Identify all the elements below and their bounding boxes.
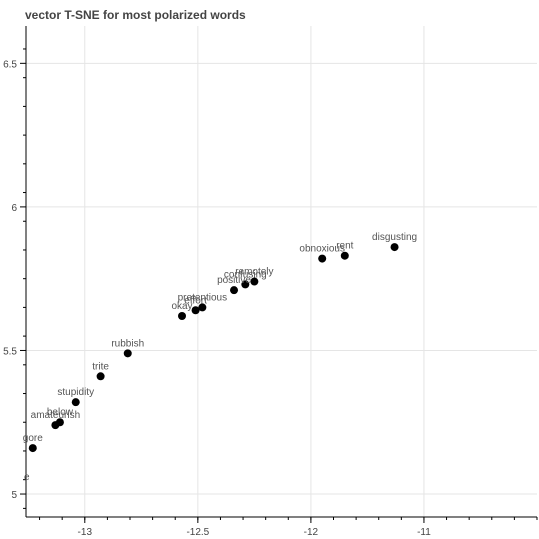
data-point	[230, 286, 239, 295]
point-label: positive	[217, 275, 251, 286]
point-label: rubbish	[111, 338, 144, 349]
grid	[26, 26, 537, 517]
point-label: stupidity	[57, 387, 94, 398]
point-label: pretentious	[178, 292, 227, 303]
data-point	[198, 303, 207, 312]
y-tick-label: 6	[11, 203, 17, 214]
data-point	[390, 243, 399, 252]
point-label: rent	[336, 241, 353, 252]
data-point	[241, 280, 250, 289]
data-point	[96, 372, 105, 381]
point-label: okay	[171, 301, 192, 312]
x-tick-label: -12.5	[186, 527, 209, 538]
point-label: remotely	[235, 267, 273, 278]
point-label: confusing	[224, 269, 267, 280]
y-tick-label: 6.5	[3, 59, 17, 70]
point-label: below	[47, 407, 74, 418]
point-label: e	[24, 472, 30, 483]
chart-title: vector T-SNE for most polarized words	[25, 8, 246, 22]
data-point	[123, 349, 132, 358]
tick-labels: -13 -12.5 -12 -11 5 5.5 6 6.5	[3, 59, 431, 538]
point-label: trite	[92, 361, 109, 372]
data-point	[318, 254, 327, 263]
data-point	[55, 418, 64, 427]
point-label: disgusting	[372, 232, 417, 243]
y-tick-label: 5	[11, 490, 17, 501]
x-tick-label: -13	[78, 527, 93, 538]
data-point	[250, 277, 259, 286]
y-tick-label: 5.5	[3, 346, 17, 357]
point-label: gore	[23, 433, 43, 444]
point-label: obnoxious	[299, 244, 345, 255]
data-point	[28, 444, 37, 453]
data-points	[28, 243, 399, 453]
x-tick-label: -12	[304, 527, 319, 538]
data-point	[340, 251, 349, 260]
data-point	[191, 306, 200, 315]
x-tick-label: -11	[417, 527, 431, 538]
data-point	[71, 398, 80, 407]
data-point	[178, 312, 187, 321]
axes	[20, 26, 538, 523]
point-label: effort	[184, 295, 207, 306]
point-label: amateurish	[31, 410, 80, 421]
